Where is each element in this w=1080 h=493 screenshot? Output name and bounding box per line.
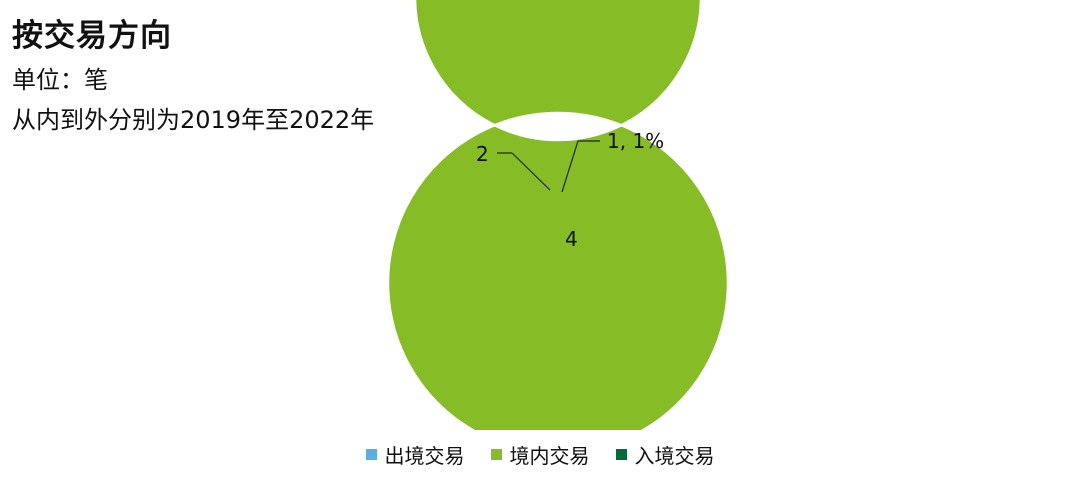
legend-item-outbound: 出境交易 bbox=[365, 440, 465, 469]
data-label-2020-inbound: 2 bbox=[476, 142, 489, 166]
donut-chart: 4 2 1, 1% bbox=[386, 0, 730, 430]
data-label-2021-outbound: 1, 1% bbox=[607, 129, 664, 153]
legend-item-inbound: 入境交易 bbox=[615, 440, 715, 469]
ring-3-segment-domestic bbox=[386, 0, 730, 430]
legend: 出境交易 境内交易 入境交易 bbox=[0, 440, 1080, 469]
ring-order-note: 从内到外分别为2019年至2022年 bbox=[12, 106, 375, 134]
legend-swatch-outbound bbox=[365, 449, 377, 460]
rings-group bbox=[386, 0, 730, 430]
unit-label: 单位：笔 bbox=[12, 66, 108, 94]
legend-swatch-domestic bbox=[490, 449, 502, 460]
leader-line-2b bbox=[511, 152, 551, 191]
legend-label-inbound: 入境交易 bbox=[634, 444, 715, 468]
chart-title: 按交易方向 bbox=[12, 18, 172, 54]
legend-swatch-inbound bbox=[615, 449, 627, 460]
legend-item-domestic: 境内交易 bbox=[490, 440, 590, 469]
leader-line-1b bbox=[561, 140, 579, 193]
data-labels-group: 4 2 1, 1% bbox=[476, 129, 664, 251]
data-label-2019-outbound: 4 bbox=[565, 227, 578, 251]
legend-label-outbound: 出境交易 bbox=[384, 444, 465, 468]
legend-label-domestic: 境内交易 bbox=[509, 444, 590, 468]
